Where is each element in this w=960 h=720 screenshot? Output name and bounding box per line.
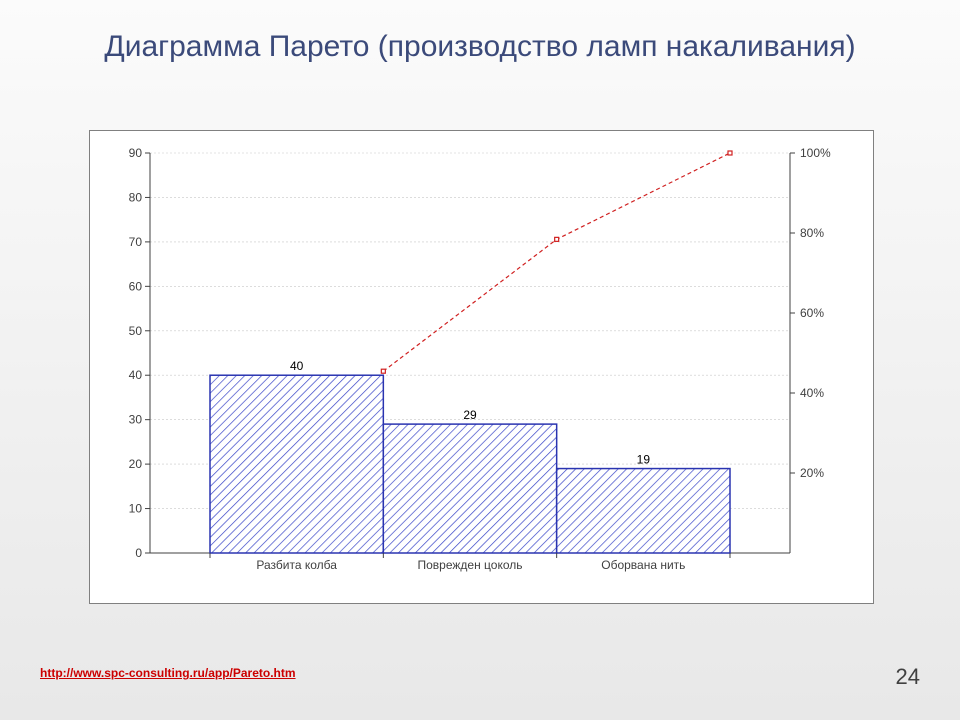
svg-text:20: 20 bbox=[129, 457, 143, 471]
page-number: 24 bbox=[896, 664, 920, 690]
svg-text:80: 80 bbox=[129, 190, 143, 204]
slide-title: Диаграмма Парето (производство ламп нака… bbox=[0, 30, 960, 64]
source-link[interactable]: http://www.spc-consulting.ru/app/Pareto.… bbox=[40, 666, 296, 680]
svg-text:10: 10 bbox=[129, 502, 143, 516]
svg-text:60%: 60% bbox=[800, 306, 824, 320]
svg-text:29: 29 bbox=[463, 408, 477, 422]
svg-text:30: 30 bbox=[129, 413, 143, 427]
svg-text:20%: 20% bbox=[800, 466, 824, 480]
pareto-chart: 0 10 20 30 40 50 60 70 80 90 20% 40% 60% 80% 100% 40 Раз… bbox=[89, 130, 874, 604]
svg-text:60: 60 bbox=[129, 279, 143, 293]
svg-text:80%: 80% bbox=[800, 226, 824, 240]
svg-text:100%: 100% bbox=[800, 146, 831, 160]
svg-text:40%: 40% bbox=[800, 386, 824, 400]
svg-text:Оборвана нить: Оборвана нить bbox=[601, 558, 685, 572]
svg-text:Разбита колба: Разбита колба bbox=[256, 558, 337, 572]
svg-text:40: 40 bbox=[290, 359, 304, 373]
svg-text:70: 70 bbox=[129, 235, 143, 249]
svg-text:0: 0 bbox=[135, 546, 142, 560]
svg-text:90: 90 bbox=[129, 146, 143, 160]
svg-text:50: 50 bbox=[129, 324, 143, 338]
svg-text:40: 40 bbox=[129, 368, 143, 382]
svg-text:Поврежден цоколь: Поврежден цоколь bbox=[417, 558, 522, 572]
svg-text:19: 19 bbox=[637, 453, 651, 467]
